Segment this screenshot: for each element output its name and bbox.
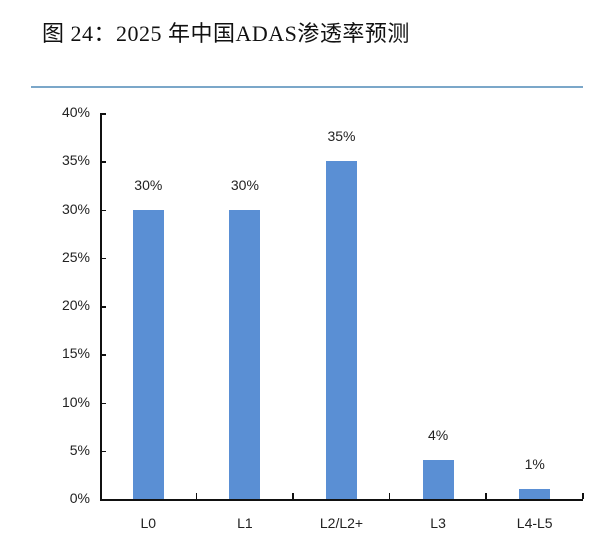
y-tick xyxy=(100,209,106,211)
bar-l4-l5 xyxy=(519,489,551,499)
title-divider xyxy=(31,86,583,88)
bar-l0 xyxy=(132,209,164,499)
x-tick xyxy=(485,493,487,499)
data-label: 4% xyxy=(427,427,449,444)
y-tick-label: 40% xyxy=(61,104,90,120)
bar-l2-l2- xyxy=(326,161,357,499)
x-tick-label: L3 xyxy=(430,515,446,531)
y-tick xyxy=(100,161,106,163)
y-tick-label: 30% xyxy=(61,200,90,217)
x-tick xyxy=(388,493,391,499)
y-tick-label: 20% xyxy=(61,297,90,313)
bar-l1 xyxy=(229,209,261,499)
figure-title: 图 24：2025 年中国ADAS渗透率预测 xyxy=(42,21,410,46)
y-tick-label: 0% xyxy=(69,490,90,506)
x-tick-label: L1 xyxy=(237,515,253,531)
data-label: 35% xyxy=(327,128,356,145)
x-tick-label: L4-L5 xyxy=(516,515,553,531)
y-tick xyxy=(100,113,106,115)
data-label: 30% xyxy=(134,176,163,193)
y-tick-label: 35% xyxy=(61,152,90,169)
y-tick-label: 25% xyxy=(61,248,90,265)
y-tick xyxy=(100,257,106,260)
data-label: 1% xyxy=(524,456,545,473)
x-tick-label: L0 xyxy=(140,515,157,531)
x-axis xyxy=(100,499,583,501)
data-label: 30% xyxy=(230,176,259,193)
y-tick xyxy=(100,306,106,308)
y-tick-label: 10% xyxy=(61,393,90,410)
y-tick-label: 15% xyxy=(61,345,90,362)
y-tick xyxy=(100,402,106,404)
bar-l3 xyxy=(422,460,454,499)
x-tick xyxy=(195,493,198,499)
x-tick xyxy=(582,493,584,499)
y-tick xyxy=(100,499,106,501)
y-tick xyxy=(100,354,106,356)
y-tick xyxy=(100,450,106,453)
x-tick xyxy=(292,493,294,499)
y-tick-label: 5% xyxy=(69,441,90,458)
x-tick-label: L2/L2+ xyxy=(319,515,364,531)
